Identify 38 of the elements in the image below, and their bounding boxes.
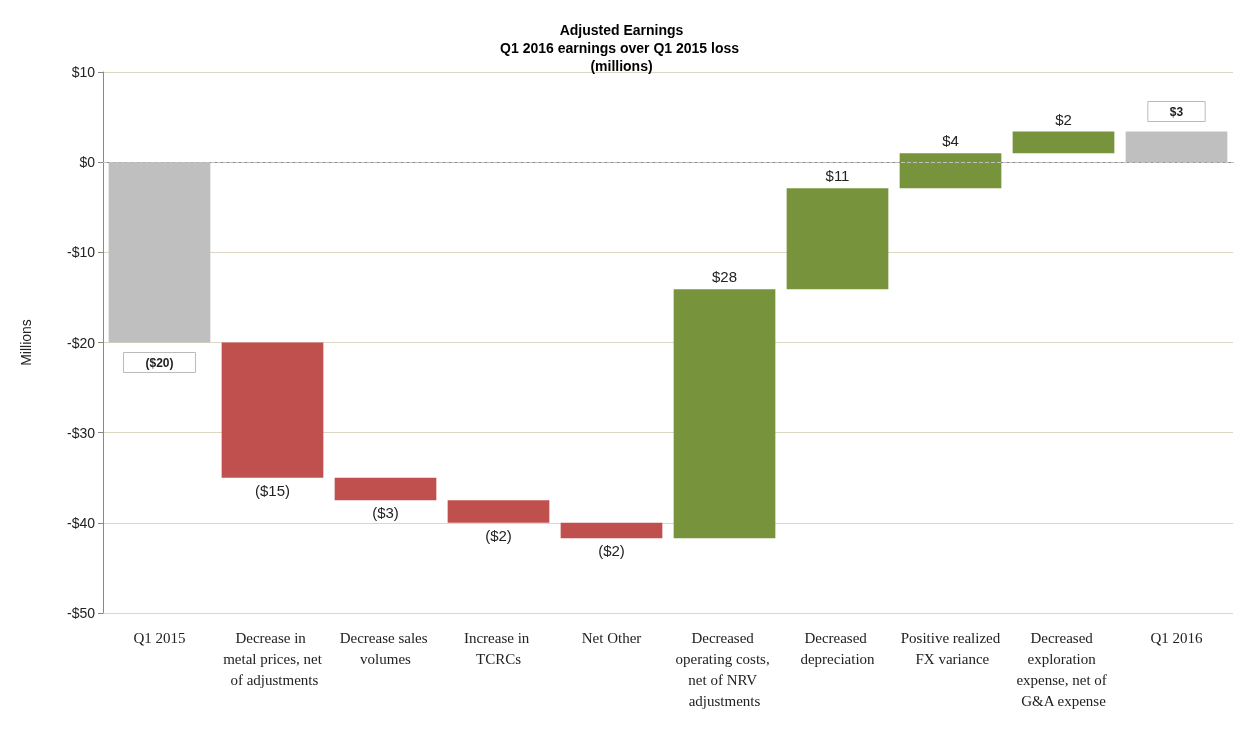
y-axis-title: Millions <box>18 319 34 366</box>
y-tick-label: -$40 <box>66 514 96 531</box>
data-label: ($2) <box>598 542 625 560</box>
y-tick-label: -$10 <box>66 244 96 261</box>
data-label: $2 <box>1055 110 1072 128</box>
bar <box>560 522 663 539</box>
bar <box>786 188 889 290</box>
y-tick-label: -$20 <box>66 334 96 351</box>
y-tick-label: -$50 <box>66 605 96 621</box>
x-tick-label: Decreased depreciation <box>800 629 876 667</box>
x-tick-label: Decrease in metal prices, net of adjustments <box>223 629 323 688</box>
data-label: $28 <box>711 268 738 286</box>
x-tick-label: Decrease sales volumes <box>339 629 432 667</box>
y-tick-label: $10 <box>71 64 96 80</box>
y-tick-label: $0 <box>79 154 96 171</box>
data-label: ($20) <box>145 355 174 370</box>
data-label: $3 <box>1169 104 1184 119</box>
x-tick-label: Positive realized FX variance <box>900 629 1001 667</box>
data-label: $4 <box>942 132 959 150</box>
x-tick-label: Q1 2016 <box>1150 629 1204 646</box>
data-label: ($15) <box>254 481 291 499</box>
chart-title: Adjusted Earnings <box>559 22 684 38</box>
bar <box>673 289 776 539</box>
data-label: $11 <box>825 167 850 185</box>
data-label: ($2) <box>485 526 512 544</box>
data-label: ($3) <box>372 504 399 522</box>
x-tick-label: Decreased exploration expense, net of G&A expense <box>1016 629 1111 709</box>
x-tick-label: Increase in TCRCs <box>463 629 534 667</box>
y-tick-label: -$30 <box>66 424 96 441</box>
x-tick-label: Decreased operating costs, net of NRV adjustments <box>675 629 774 709</box>
bar <box>334 477 437 501</box>
x-tick-label: Net Other <box>581 629 642 646</box>
bar <box>447 500 550 523</box>
bar <box>899 153 1002 189</box>
chart-subtitle: Q1 2016 earnings over Q1 2015 loss (millions) <box>500 40 743 74</box>
bar <box>221 342 324 478</box>
x-tick-label: Q1 2015 <box>133 629 186 646</box>
bar <box>1012 131 1115 154</box>
